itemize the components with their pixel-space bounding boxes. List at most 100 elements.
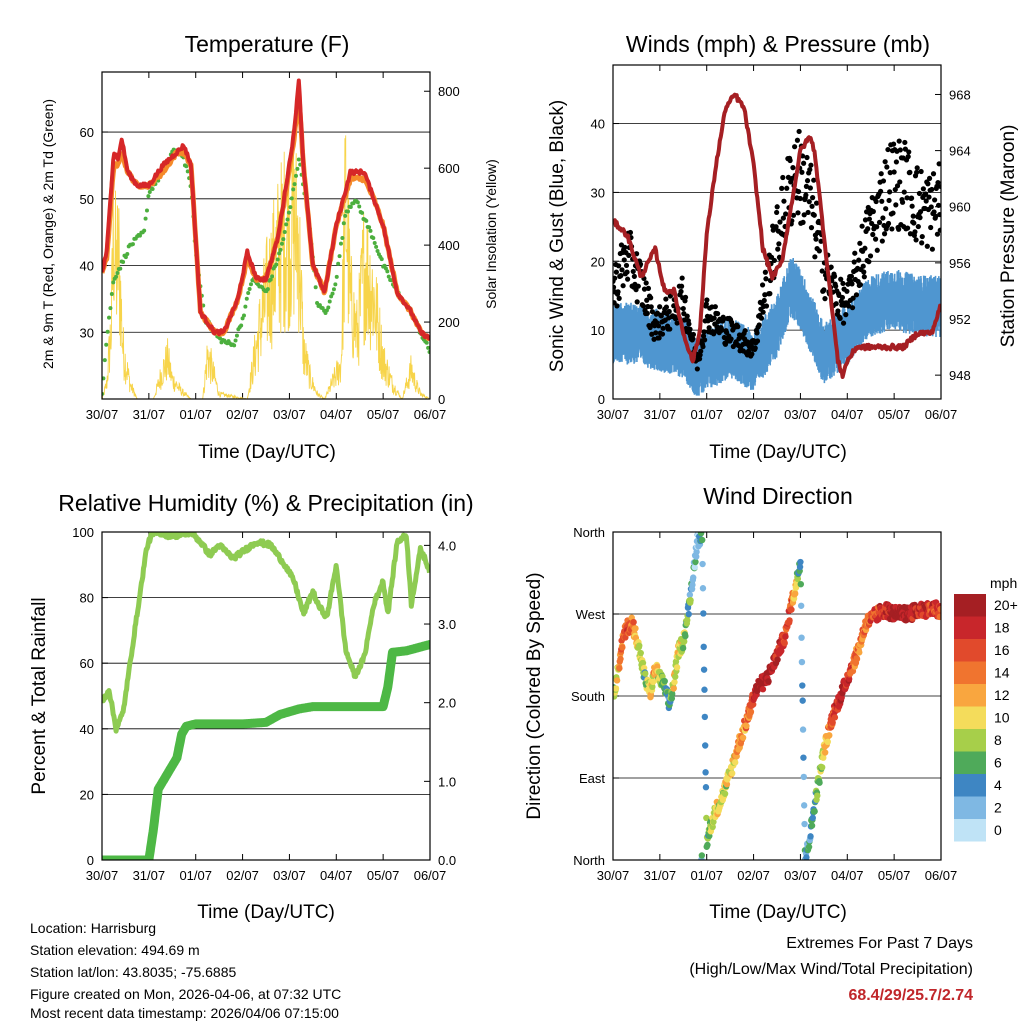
extremes-subtitle: (High/Low/Max Wind/Total Precipitation) [689,961,973,978]
direction-point [796,563,804,571]
direction-point [803,854,810,860]
x-tick-label: 31/07 [133,407,166,422]
gust-point [754,330,760,336]
x-tick-label: 04/07 [320,407,353,422]
dewpoint-point [150,187,155,192]
direction-series [613,532,941,860]
y2-tick-label: 964 [949,144,971,159]
gust-point [690,336,696,342]
dewpoint-point [336,261,341,266]
gust-point [879,238,885,244]
y-tick-label: 20 [591,254,605,269]
gust-point [761,297,767,304]
gust-point [728,336,734,342]
gust-point [890,141,897,147]
gust-point [694,366,700,372]
x-tick-label: 06/07 [414,407,447,422]
colorbar-label: 10 [994,710,1010,726]
dewpoint-point [296,157,301,162]
gust-point [803,183,810,189]
footer-recent: Most recent data timestamp: 2026/04/06 0… [30,1005,339,1021]
gust-point [897,179,903,185]
colorbar-swatch [954,661,986,684]
gust-point [776,241,782,247]
temperature-xlabel: Time (Day/UTC) [198,442,336,463]
y2-tick-label: 200 [438,315,460,330]
direction-point [613,685,620,692]
gust-point [700,333,707,339]
direction-point [800,773,808,781]
gust-point [876,219,883,226]
gust-point [773,224,779,230]
x-tick-label: 04/07 [320,868,353,883]
dewpoint-point [289,196,294,201]
dewpoint-point [427,349,430,354]
x-tick-label: 02/07 [226,407,259,422]
x-tick-label: 04/07 [831,868,864,883]
gust-point [795,210,801,216]
gust-point [839,294,846,301]
x-tick-label: 31/07 [644,868,677,883]
gust-point [623,262,630,269]
gust-point [840,280,846,287]
gust-point [712,304,718,310]
x-tick-label: 02/07 [226,868,259,883]
gust-point [645,285,652,291]
gust-point [721,334,727,341]
gust-point [862,217,869,223]
x-tick-label: 06/07 [414,868,447,883]
gust-point [781,198,787,204]
dewpoint-point [292,182,297,187]
dewpoint-point [275,257,280,262]
gust-point [613,275,618,281]
gust-point [913,237,919,243]
dewpoint-point [274,262,279,267]
dewpoint-point [244,296,249,301]
direction-ylabel: Direction (Colored By Speed) [524,572,545,819]
direction-point [937,605,941,613]
gust-point [885,146,891,153]
dewpoint-point [241,313,246,318]
x-tick-label: 02/07 [737,407,770,422]
gust-point [687,326,693,332]
x-tick-label: 05/07 [878,868,911,883]
x-tick-label: 06/07 [925,407,958,422]
dewpoint-point [249,282,254,287]
dewpoint-point [243,304,248,309]
direction-point [691,564,698,571]
y2-tick-label: 600 [438,161,460,176]
gust-point [850,295,856,301]
gust-point [807,167,813,173]
y2-tick-label: 956 [949,256,971,271]
gust-point [649,331,655,337]
gust-point [806,199,812,205]
gust-point [916,190,923,197]
dewpoint-point [285,217,290,222]
wind-direction-panel: Wind Direction Time (Day/UTC) Direction … [524,483,1018,923]
x-tick-label: 02/07 [737,868,770,883]
footer-location: Location: Harrisburg [30,920,157,936]
gust-point [635,283,641,289]
colorbar-label: 8 [994,732,1002,748]
gust-point [905,225,911,231]
gust-point [808,225,815,231]
direction-point [617,655,624,663]
direction-point [729,770,736,777]
x-tick-label: 30/07 [597,868,630,883]
extremes-values: 68.4/29/25.7/2.74 [848,987,973,1004]
direction-point [630,618,637,626]
gust-point [790,165,796,171]
colorbar-swatch [954,639,986,662]
dewpoint-point [293,173,298,178]
gust-point [878,188,884,194]
gust-point [758,315,765,321]
y-tick-label: North [573,525,605,540]
temperature-title: Temperature (F) [185,31,350,57]
direction-point [670,685,677,692]
dewpoint-point [143,216,148,221]
gust-point [644,297,650,303]
x-tick-label: 03/07 [273,868,306,883]
gust-point [870,231,876,238]
gust-point [618,273,624,279]
gust-point [624,269,630,275]
